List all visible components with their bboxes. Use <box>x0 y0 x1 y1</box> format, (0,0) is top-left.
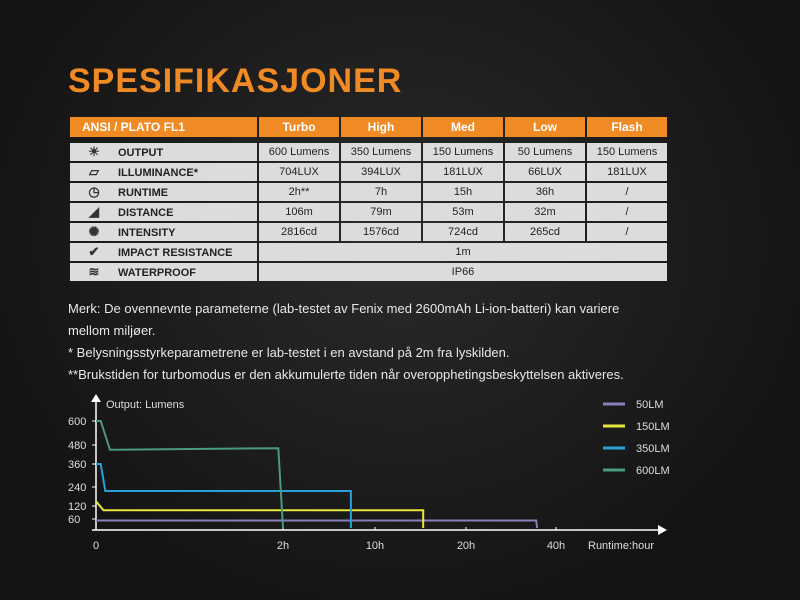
illuminance-icon: ▱ <box>89 164 99 179</box>
legend-label: 350LM <box>636 443 670 455</box>
table-cell: / <box>587 223 667 241</box>
row-label: ≋ WATERPROOF <box>70 263 257 281</box>
row-label: ◷ RUNTIME <box>70 183 257 201</box>
note: Merk: De ovennevnte parameterne (lab-tes… <box>68 301 620 316</box>
header-cell: ANSI / PLATO FL1 <box>70 117 257 137</box>
row-label-text: IMPACT RESISTANCE <box>118 247 233 259</box>
x-tick-label: 0 <box>93 540 99 552</box>
row-label: ◢ DISTANCE <box>70 203 257 221</box>
table-cell: 600 Lumens <box>259 143 339 161</box>
header-cell: Med <box>423 117 503 137</box>
y-tick-label: 60 <box>68 514 80 526</box>
table-row: ✺ INTENSITY 2816cd 1576cd 724cd 265cd / <box>70 223 667 241</box>
table-cell: 265cd <box>505 223 585 241</box>
notes: Merk: De ovennevnte parameterne (lab-tes… <box>68 298 624 386</box>
table-cell: 2816cd <box>259 223 339 241</box>
row-label: ✺ INTENSITY <box>70 223 257 241</box>
table-row: ◢ DISTANCE 106m 79m 53m 32m / <box>70 203 667 221</box>
table-row: ≋ WATERPROOF IP66 <box>70 263 667 281</box>
y-tick-label: 120 <box>68 501 86 513</box>
header-cell: Flash <box>587 117 667 137</box>
row-label: ▱ ILLUMINANCE* <box>70 163 257 181</box>
table-cell: 350 Lumens <box>341 143 421 161</box>
note: **Brukstiden for turbomodus er den akkum… <box>68 367 624 382</box>
table-cell: 150 Lumens <box>423 143 503 161</box>
legend-label: 150LM <box>636 421 670 433</box>
output-icon: ☀ <box>88 144 100 159</box>
table-cell: 66LUX <box>505 163 585 181</box>
x-axis-label: Runtime:hour <box>588 540 654 552</box>
x-tick-label: 40h <box>547 540 565 552</box>
table-cell: 1576cd <box>341 223 421 241</box>
x-tick-label: 2h <box>277 540 289 552</box>
table-header: ANSI / PLATO FL1 Turbo High Med Low Flas… <box>70 117 667 137</box>
table-row: ◷ RUNTIME 2h** 7h 15h 36h / <box>70 183 667 201</box>
spec-table: ANSI / PLATO FL1 Turbo High Med Low Flas… <box>68 115 669 283</box>
x-tick-label: 20h <box>457 540 475 552</box>
header-cell: High <box>341 117 421 137</box>
table-cell: 724cd <box>423 223 503 241</box>
row-label-text: RUNTIME <box>118 187 169 199</box>
y-axis-label: Output: Lumens <box>106 399 185 411</box>
intensity-icon: ✺ <box>88 224 100 239</box>
table-row: ✔ IMPACT RESISTANCE 1m <box>70 243 667 261</box>
page-title: SPESIFIKASJONER <box>68 62 403 100</box>
row-label: ☀ OUTPUT <box>70 143 257 161</box>
table-cell: 7h <box>341 183 421 201</box>
header-cell: Turbo <box>259 117 339 137</box>
table-row: ☀ OUTPUT 600 Lumens 350 Lumens 150 Lumens 50 … <box>70 143 667 161</box>
y-tick-label: 600 <box>68 416 86 428</box>
note: mellom miljøer. <box>68 323 156 338</box>
row-label: ✔ IMPACT RESISTANCE <box>70 243 257 261</box>
series-line-350LM <box>96 463 352 528</box>
table-cell: 50 Lumens <box>505 143 585 161</box>
waterproof-icon: ≋ <box>88 264 100 279</box>
table-cell: 1m <box>259 243 667 261</box>
table-cell: 106m <box>259 203 339 221</box>
y-tick-label: 360 <box>68 459 86 471</box>
table-cell: / <box>587 183 667 201</box>
x-axis-arrow <box>658 525 667 535</box>
table-cell: 53m <box>423 203 503 221</box>
table-cell: 32m <box>505 203 585 221</box>
distance-icon: ◢ <box>89 204 99 219</box>
row-label-text: WATERPROOF <box>118 267 197 279</box>
table-cell: 181LUX <box>423 163 503 181</box>
y-tick-label: 240 <box>68 482 86 494</box>
x-tick-label: 10h <box>366 540 384 552</box>
table-cell: 2h** <box>259 183 339 201</box>
row-label-text: DISTANCE <box>118 207 174 219</box>
legend-label: 600LM <box>636 465 670 477</box>
header-cell: Low <box>505 117 585 137</box>
table-cell: 150 Lumens <box>587 143 667 161</box>
series-line-150LM <box>95 500 425 528</box>
table-row: ▱ ILLUMINANCE* 704LUX 394LUX 181LUX 66LUX 181L… <box>70 163 667 181</box>
table-cell: 36h <box>505 183 585 201</box>
row-label-text: OUTPUT <box>118 147 164 159</box>
table-cell: 394LUX <box>341 163 421 181</box>
series-line-50LM <box>96 519 539 529</box>
legend-label: 50LM <box>636 399 664 411</box>
row-label-text: ILLUMINANCE* <box>118 167 199 179</box>
y-tick-label: 480 <box>68 440 86 452</box>
row-label-text: INTENSITY <box>118 227 176 239</box>
table-cell: / <box>587 203 667 221</box>
note: * Belysningsstyrkeparametrene er lab-tes… <box>68 345 510 360</box>
table-cell: 15h <box>423 183 503 201</box>
impact-icon: ✔ <box>88 244 100 259</box>
table-cell: 181LUX <box>587 163 667 181</box>
table-cell: 704LUX <box>259 163 339 181</box>
table-cell: 79m <box>341 203 421 221</box>
clock-icon: ◷ <box>88 184 100 199</box>
y-axis-arrow <box>91 394 101 402</box>
series-line-600LM <box>96 420 284 529</box>
table-cell: IP66 <box>259 263 667 281</box>
